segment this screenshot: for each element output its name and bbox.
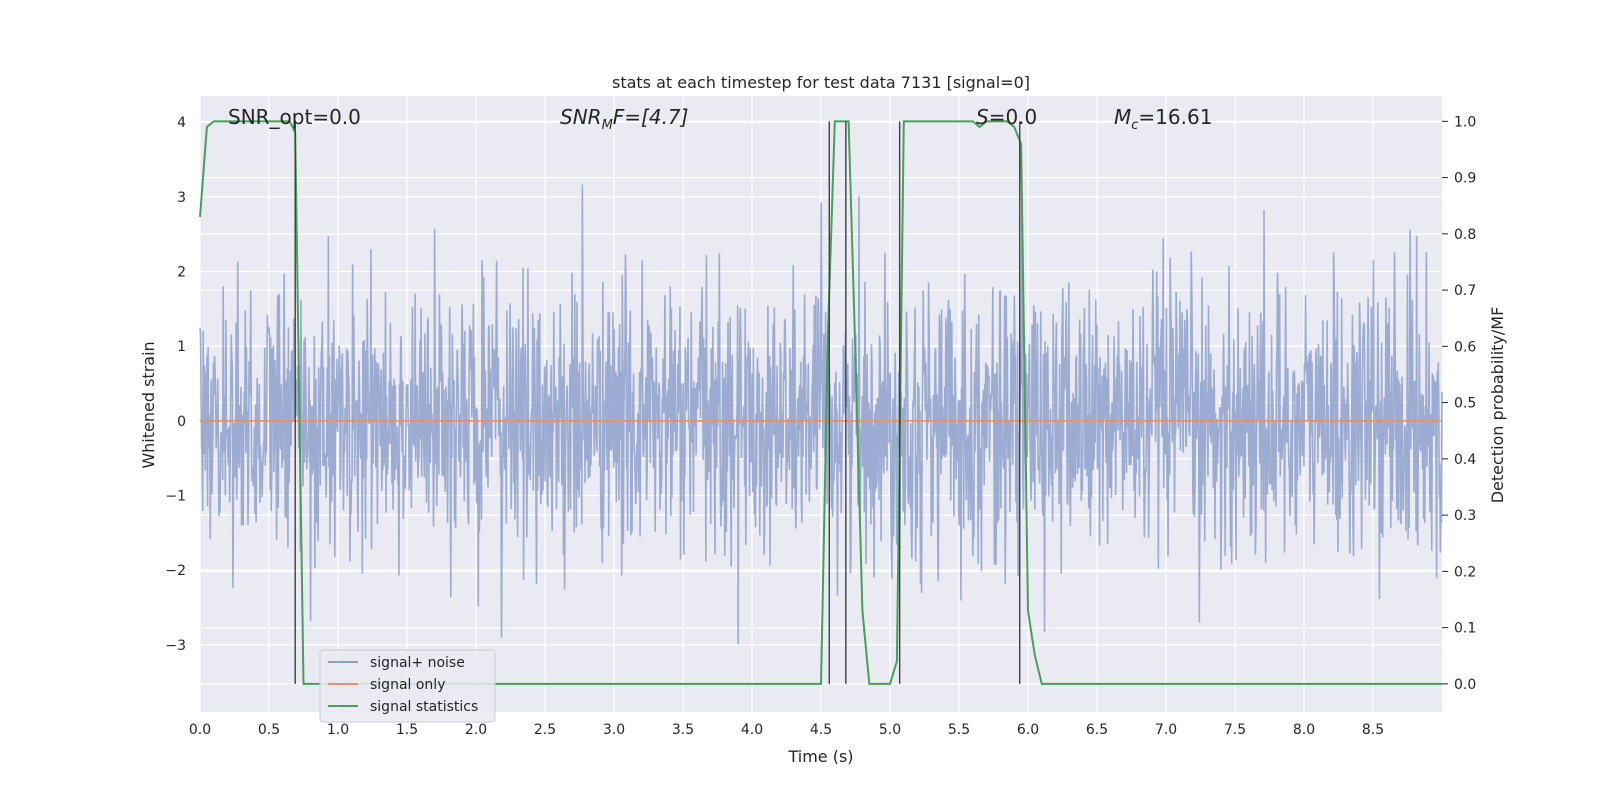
y-right-axis-label: Detection probability/MF: [1488, 307, 1507, 504]
chart-title: stats at each timestep for test data 713…: [612, 73, 1030, 92]
y-tick-label-4: 1: [177, 339, 186, 355]
x-tick-label-9: 4.5: [810, 722, 832, 738]
legend: signal+ noise signal only signal statist…: [319, 649, 496, 723]
x-tick-label-11: 5.5: [948, 722, 970, 738]
signal-statistics-series: [199, 120, 1442, 685]
x-tick-label-2: 1.0: [327, 722, 349, 738]
x-tick-label-4: 2.0: [465, 722, 487, 738]
y-right-tick-label-2: 0.2: [1454, 564, 1476, 580]
annotation-snr-mf-sub: M: [602, 118, 613, 133]
annotation-snr-mf-tail: F=[4.7]: [613, 105, 689, 129]
x-tick-label-12: 6.0: [1017, 722, 1039, 738]
annotation-s-tail: =0.0: [989, 105, 1038, 129]
legend-label-signal-noise: signal+ noise: [370, 655, 465, 671]
annotation-s-italic: S: [976, 105, 989, 129]
y-tick-label-7: 4: [177, 115, 186, 131]
y-tick-label-3: 0: [177, 414, 186, 430]
annotation-s: S=0.0: [976, 105, 1037, 129]
x-tick-label-14: 7.0: [1155, 722, 1177, 738]
annotation-mc: Mc=16.61: [1114, 105, 1212, 133]
y-axis-label: Whitened strain: [139, 341, 158, 468]
x-tick-label-16: 8.0: [1293, 722, 1315, 738]
annotation-mc-tail: =16.61: [1138, 105, 1212, 129]
x-tick-label-17: 8.5: [1362, 722, 1384, 738]
legend-box: [319, 649, 496, 723]
y-right-tick-label-8: 0.8: [1454, 227, 1476, 243]
x-tick-label-3: 1.5: [396, 722, 418, 738]
legend-label-signal-only: signal only: [370, 677, 445, 693]
x-tick-label-8: 4.0: [741, 722, 763, 738]
y-right-tick-label-7: 0.7: [1454, 283, 1476, 299]
y-right-tick-label-6: 0.6: [1454, 339, 1476, 355]
x-tick-label-7: 3.5: [672, 722, 694, 738]
annotation-snr-mf: SNRMF=[4.7]: [560, 105, 688, 133]
y-tick-labels: −3 −2 −1 0 1 2 3 4: [165, 115, 186, 654]
x-tick-label-13: 6.5: [1086, 722, 1108, 738]
y-right-tick-labels: 0.0 0.1 0.2 0.3 0.4 0.5 0.6 0.7 0.8 0.9 1.0: [1442, 114, 1476, 693]
y-tick-label-1: −2: [165, 563, 186, 579]
x-axis-label: Time (s): [787, 747, 853, 766]
y-right-tick-label-0: 0.0: [1454, 677, 1476, 693]
annotation-snr-opt: SNR_opt=0.0: [228, 105, 361, 129]
y-right-tick-label-1: 0.1: [1454, 621, 1476, 637]
x-tick-label-5: 2.5: [534, 722, 556, 738]
signal-noise-series: [199, 184, 1443, 645]
signal-statistics-line: [199, 120, 1442, 685]
y-right-tick-label-4: 0.4: [1454, 452, 1476, 468]
y-right-tick-label-3: 0.3: [1454, 508, 1476, 524]
x-tick-label-1: 0.5: [258, 722, 280, 738]
x-tick-labels: 0.0 0.5 1.0 1.5 2.0 2.5 3.0 3.5 4.0 4.5 5.0 5.5 6.0 6…: [189, 722, 1384, 738]
y-tick-label-2: −1: [165, 488, 186, 504]
x-tick-label-15: 7.5: [1224, 722, 1246, 738]
y-tick-label-0: −3: [165, 638, 186, 654]
y-tick-label-5: 2: [177, 264, 186, 280]
x-tick-label-6: 3.0: [603, 722, 625, 738]
y-right-tick-label-5: 0.5: [1454, 396, 1476, 412]
x-tick-label-0: 0.0: [189, 722, 211, 738]
annotation-mc-base: M: [1114, 105, 1131, 129]
signal-noise-line: [199, 184, 1443, 645]
y-tick-label-6: 3: [177, 190, 186, 206]
y-right-tick-label-9: 0.9: [1454, 171, 1476, 187]
y-right-tick-label-10: 1.0: [1454, 114, 1476, 130]
x-tick-label-10: 5.0: [879, 722, 901, 738]
legend-label-signal-statistics: signal statistics: [370, 699, 478, 715]
annotation-snr-mf-base: SNR: [560, 105, 602, 129]
annotation-mc-sub: c: [1131, 118, 1138, 133]
detection-markers: [294, 121, 1021, 684]
